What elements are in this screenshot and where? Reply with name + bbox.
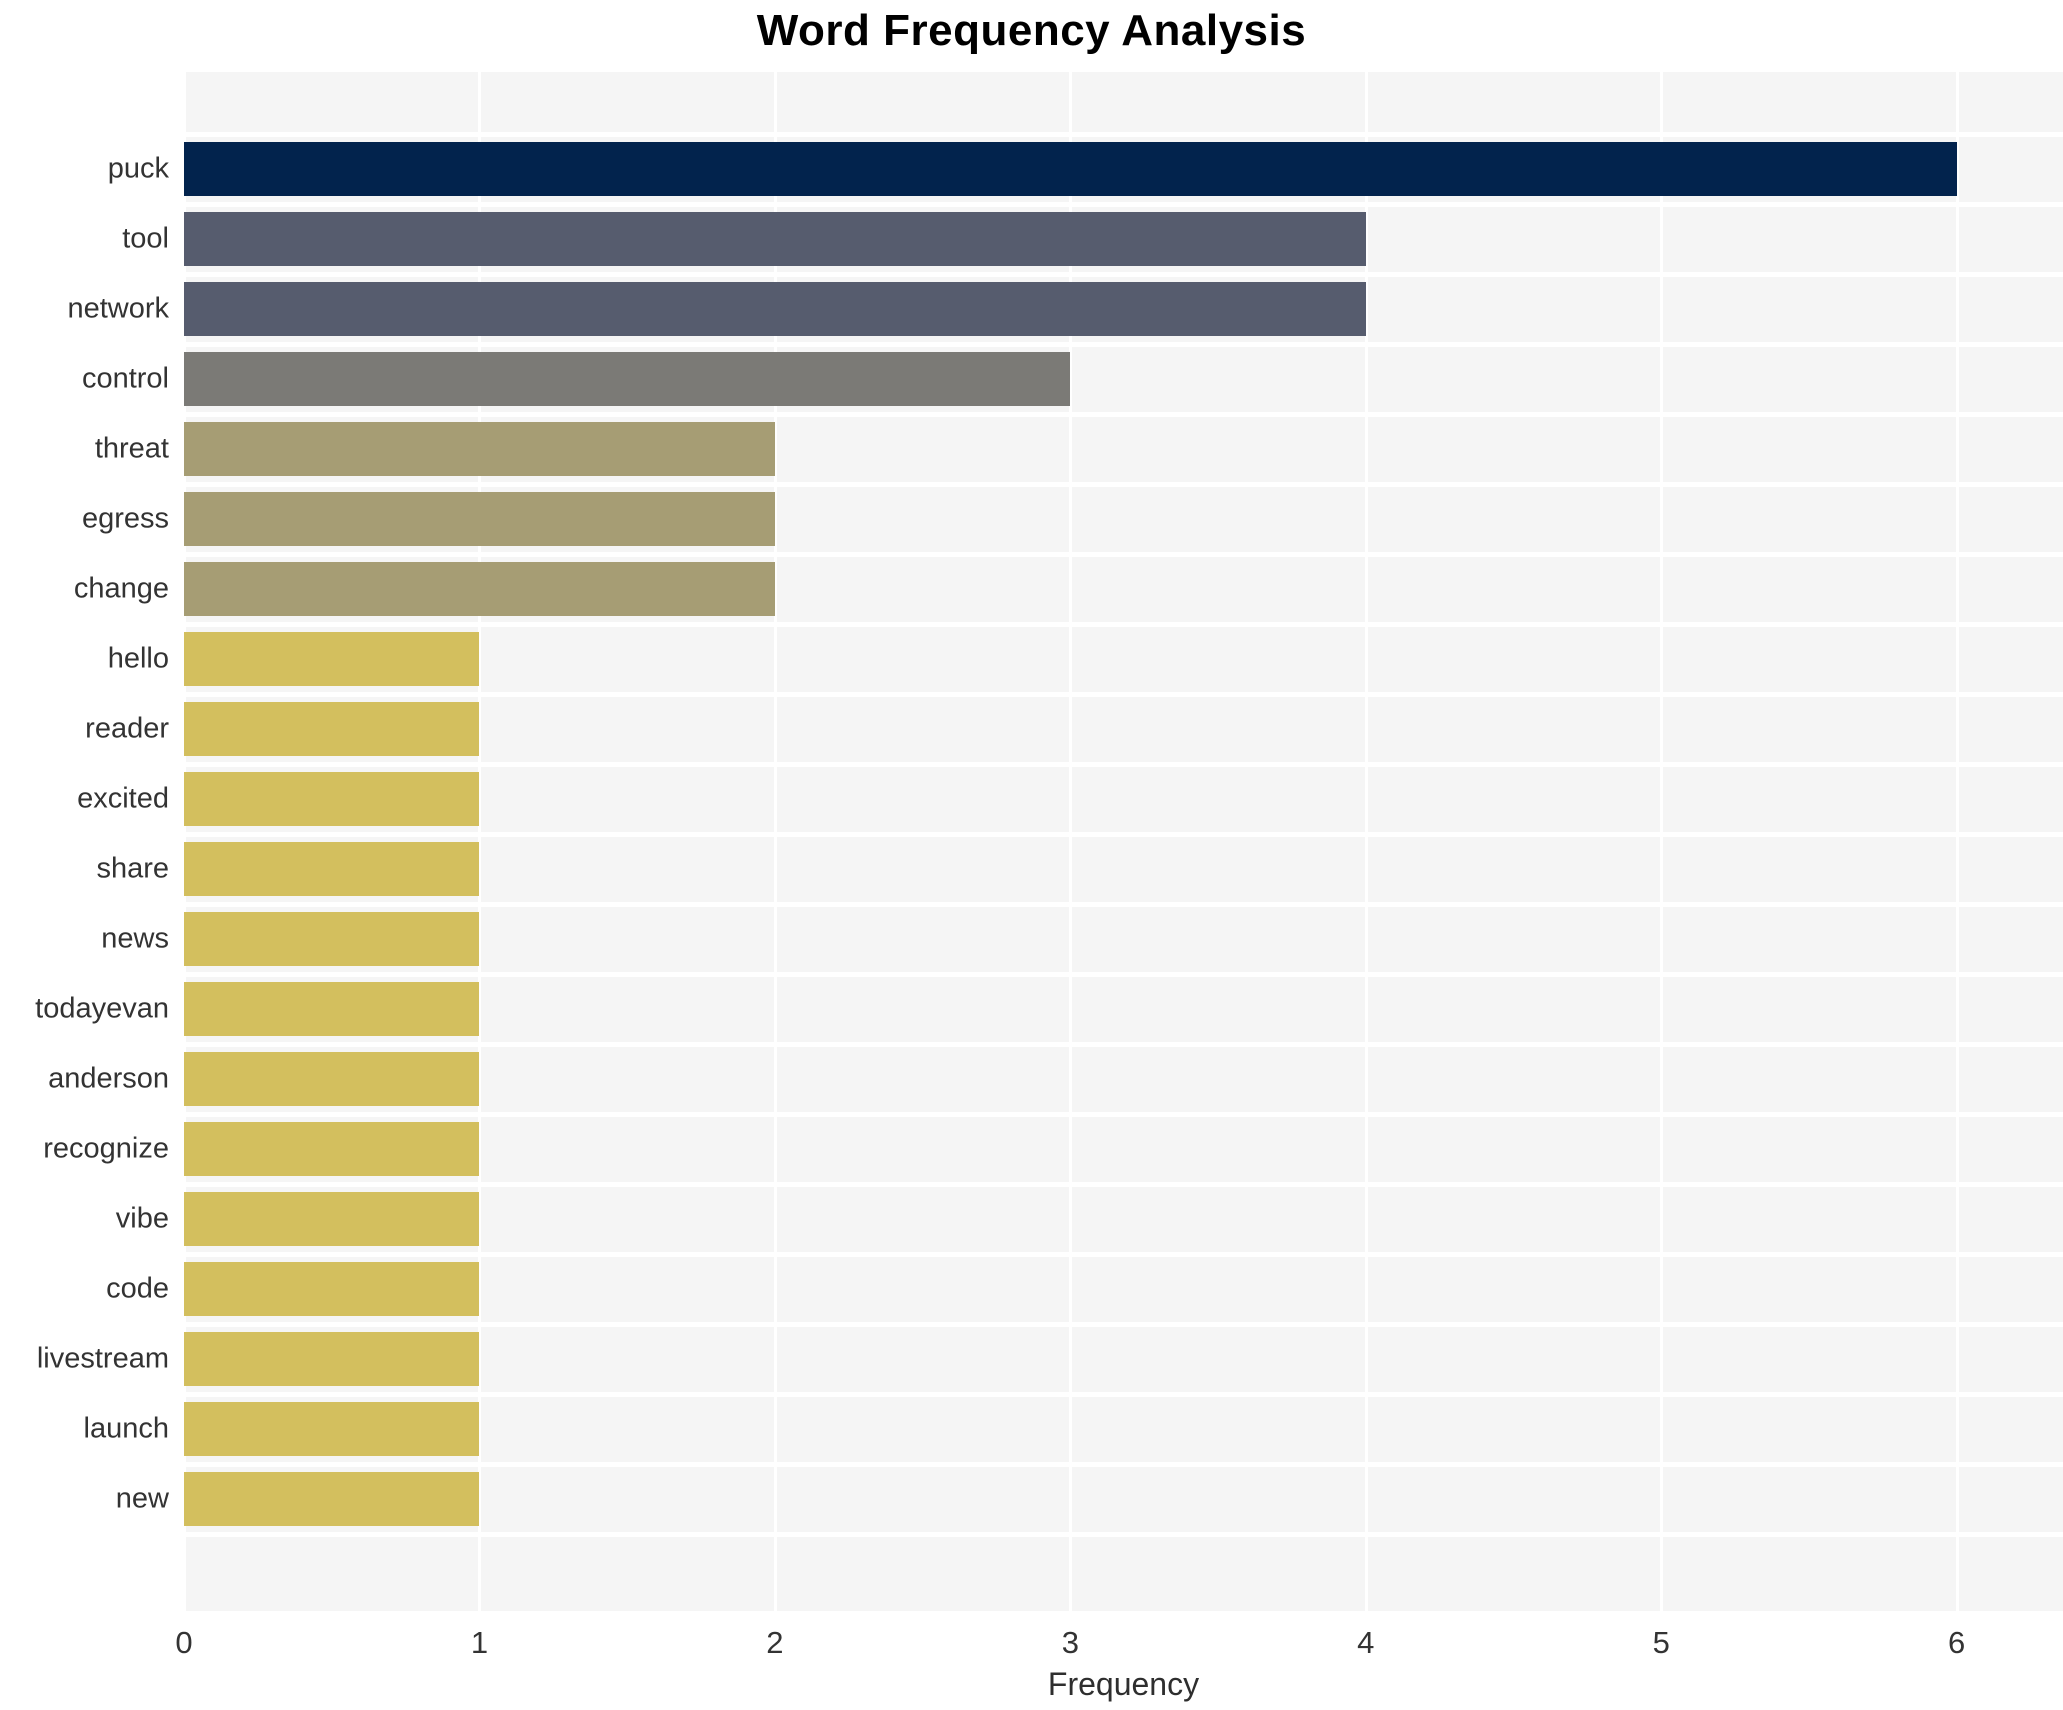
- horizontal-gridline: [184, 412, 2063, 417]
- bar-anderson: [184, 1052, 480, 1106]
- x-tick-label-3: 3: [1061, 1625, 1079, 1660]
- bar-todayevan: [184, 982, 480, 1036]
- horizontal-gridline: [184, 1042, 2063, 1047]
- y-tick-label-control: control: [81, 362, 169, 395]
- horizontal-gridline: [184, 762, 2063, 767]
- horizontal-gridline: [184, 552, 2063, 557]
- y-tick-label-egress: egress: [81, 502, 169, 535]
- bar-share: [184, 842, 480, 896]
- y-tick-label-threat: threat: [94, 432, 169, 465]
- horizontal-gridline: [184, 1182, 2063, 1187]
- bar-reader: [184, 702, 480, 756]
- bar-threat: [184, 422, 775, 476]
- y-tick-label-excited: excited: [77, 782, 169, 815]
- vertical-gridline: [1364, 72, 1368, 1611]
- y-tick-label-anderson: anderson: [48, 1062, 169, 1095]
- bar-recognize: [184, 1122, 480, 1176]
- y-tick-label-hello: hello: [107, 642, 169, 675]
- horizontal-gridline: [184, 202, 2063, 207]
- y-axis-labels: puck tool network control threat egress change…: [0, 72, 169, 1611]
- y-tick-label-tool: tool: [122, 222, 169, 255]
- horizontal-gridline: [184, 1322, 2063, 1327]
- horizontal-gridline: [184, 272, 2063, 277]
- vertical-gridline: [1069, 72, 1073, 1611]
- vertical-gridline: [183, 72, 186, 1611]
- horizontal-gridline: [184, 132, 2063, 137]
- horizontal-gridline: [184, 1392, 2063, 1397]
- x-axis-title: Frequency: [1047, 1666, 1200, 1702]
- y-tick-label-puck: puck: [107, 152, 169, 185]
- x-tick-label-6: 6: [1948, 1625, 1966, 1660]
- horizontal-gridline: [184, 832, 2063, 837]
- horizontal-gridline: [184, 972, 2063, 977]
- horizontal-gridline: [184, 692, 2063, 697]
- y-tick-label-reader: reader: [85, 712, 169, 745]
- y-tick-label-news: news: [101, 922, 169, 955]
- bar-change: [184, 562, 775, 616]
- chart-title: Word Frequency Analysis: [756, 6, 1307, 55]
- vertical-gridline: [478, 72, 482, 1611]
- horizontal-gridline: [184, 482, 2063, 487]
- bar-control: [184, 352, 1071, 406]
- bar-code: [184, 1262, 480, 1316]
- x-tick-label-5: 5: [1652, 1625, 1670, 1660]
- horizontal-gridline: [184, 902, 2063, 907]
- y-tick-label-share: share: [96, 852, 169, 885]
- x-tick-label-4: 4: [1357, 1625, 1375, 1660]
- bar-egress: [184, 492, 775, 546]
- horizontal-gridline: [184, 1252, 2063, 1257]
- bar-launch: [184, 1402, 480, 1456]
- x-tick-label-0: 0: [175, 1625, 193, 1660]
- bar-network: [184, 282, 1366, 336]
- vertical-gridline: [1955, 72, 1959, 1611]
- y-tick-label-new: new: [115, 1482, 169, 1515]
- bar-vibe: [184, 1192, 480, 1246]
- y-tick-label-livestream: livestream: [36, 1342, 169, 1375]
- y-tick-label-launch: launch: [83, 1412, 169, 1445]
- bar-livestream: [184, 1332, 480, 1386]
- bar-puck: [184, 142, 1957, 196]
- vertical-gridline: [1660, 72, 1664, 1611]
- x-tick-label-2: 2: [766, 1625, 784, 1660]
- y-tick-label-code: code: [106, 1272, 169, 1305]
- plot-area: [183, 72, 2063, 1611]
- horizontal-gridline: [184, 1112, 2063, 1117]
- y-tick-label-todayevan: todayevan: [35, 992, 169, 1025]
- bar-news: [184, 912, 480, 966]
- bar-tool: [184, 212, 1366, 266]
- y-tick-label-network: network: [67, 292, 169, 325]
- horizontal-gridline: [184, 1532, 2063, 1537]
- horizontal-gridline: [184, 1462, 2063, 1467]
- bar-excited: [184, 772, 480, 826]
- vertical-gridline: [773, 72, 777, 1611]
- x-axis-ticks: 0 1 2 3 4 5 6: [175, 1611, 2063, 1661]
- x-tick-label-1: 1: [470, 1625, 489, 1660]
- horizontal-gridline: [184, 622, 2063, 627]
- bar-new: [184, 1472, 480, 1526]
- y-tick-label-vibe: vibe: [115, 1202, 169, 1235]
- bar-hello: [184, 632, 480, 686]
- y-tick-label-change: change: [73, 572, 169, 605]
- y-tick-label-recognize: recognize: [43, 1132, 169, 1165]
- horizontal-gridline: [184, 342, 2063, 347]
